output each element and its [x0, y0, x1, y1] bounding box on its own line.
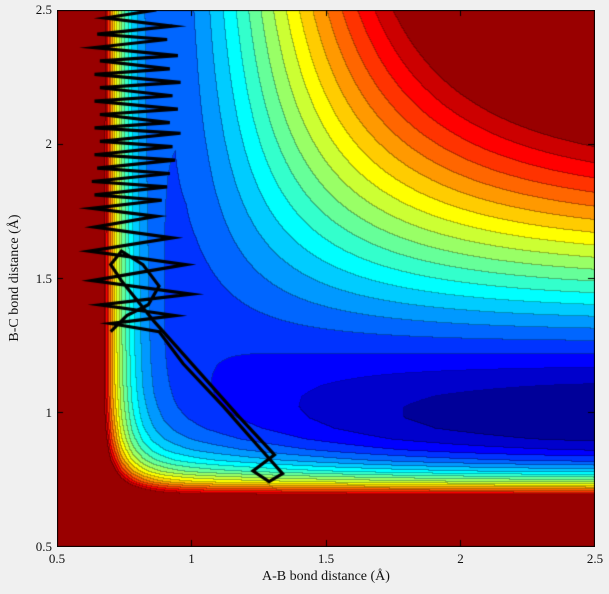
x-tick-label: 2.5 — [586, 551, 604, 566]
pes-contour-canvas — [57, 10, 595, 547]
y-tick-label: 0.5 — [35, 539, 52, 554]
x-tick-label: 1.5 — [317, 551, 335, 566]
y-tick-label: 2.5 — [35, 2, 52, 17]
x-tick-label: 0.5 — [48, 551, 66, 566]
y-tick-label: 1 — [45, 404, 53, 420]
x-tick-label: 2 — [457, 551, 464, 566]
y-tick-label: 2 — [45, 136, 53, 152]
x-tick-label: 1 — [188, 551, 195, 566]
x-axis-label: A-B bond distance (Å) — [262, 569, 390, 584]
y-tick-label: 1.5 — [35, 270, 52, 286]
